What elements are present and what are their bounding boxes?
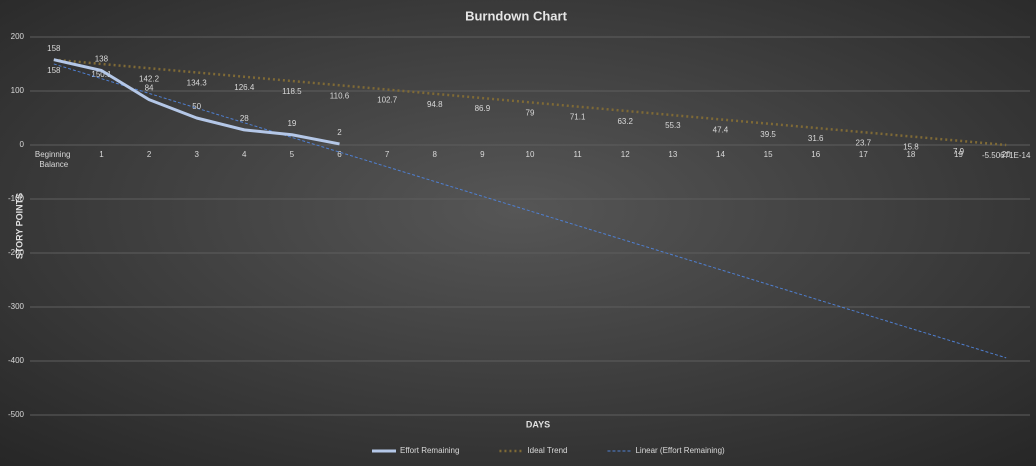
data-label: 7.9 <box>953 147 965 156</box>
x-tick-label: 15 <box>764 150 773 159</box>
legend-label: Linear (Effort Remaining) <box>635 446 725 455</box>
data-label: 102.7 <box>377 96 398 105</box>
y-tick-label: -200 <box>8 248 25 257</box>
y-tick-label: -300 <box>8 302 25 311</box>
y-axis-label: STORY POINTS <box>14 193 24 259</box>
y-tick-label: 100 <box>11 86 25 95</box>
series-line <box>53 63 1007 359</box>
data-label: 31.6 <box>808 134 824 143</box>
y-tick-label: -500 <box>8 410 25 419</box>
legend: Effort Remaining Ideal Trend Linear (Effor… <box>372 446 725 455</box>
y-tick-label: -400 <box>8 356 25 365</box>
x-tick-label: 9 <box>480 150 485 159</box>
x-tick-label: 6 <box>337 150 342 159</box>
data-label: 110.6 <box>330 91 350 100</box>
series-line <box>53 58 340 146</box>
data-label: 86.9 <box>475 104 491 113</box>
data-label: 142.2 <box>139 74 160 83</box>
legend-label: Ideal Trend <box>527 446 567 455</box>
data-label: 47.4 <box>713 126 729 135</box>
x-tick-label: 16 <box>811 150 820 159</box>
x-tick-label: 20 <box>1002 150 1011 159</box>
data-label: 126.4 <box>234 83 255 92</box>
x-tick-label: 18 <box>906 150 915 159</box>
x-axis-label: DAYS <box>526 419 550 429</box>
data-label: 94.8 <box>427 100 443 109</box>
x-tick-label: 19 <box>954 150 963 159</box>
x-tick-label: 3 <box>194 150 199 159</box>
data-label: 150.1 <box>91 70 112 79</box>
x-tick-label: 4 <box>242 150 247 159</box>
data-label: 79 <box>526 108 535 117</box>
x-tick-label: 10 <box>526 150 535 159</box>
data-label: 158 <box>47 44 61 53</box>
data-label: 15.8 <box>903 143 919 152</box>
x-tick-label: 11 <box>573 150 582 159</box>
data-label: 55.3 <box>665 121 681 130</box>
x-tick-label: 1 <box>99 150 104 159</box>
y-tick-label: 0 <box>20 140 25 149</box>
data-label: -5.50671E-14 <box>982 151 1031 160</box>
x-tick-label: 5 <box>290 150 295 159</box>
series-line <box>53 58 1007 147</box>
data-label: 63.2 <box>617 117 633 126</box>
x-tick-label: 8 <box>433 150 438 159</box>
data-label: 158 <box>47 66 61 75</box>
data-label: 28 <box>240 114 249 123</box>
y-tick-label: 200 <box>11 32 25 41</box>
y-tick-label: -100 <box>8 194 25 203</box>
data-label: 2 <box>337 128 342 137</box>
data-label: 71.1 <box>570 113 586 122</box>
data-label: 23.7 <box>856 138 872 147</box>
data-label: 138 <box>95 55 109 64</box>
data-label: 118.5 <box>282 87 302 96</box>
x-tick-label: 7 <box>385 150 390 159</box>
x-tick-label: 12 <box>621 150 630 159</box>
legend-label: Effort Remaining <box>400 446 459 455</box>
x-tick-label: 17 <box>859 150 868 159</box>
x-tick-label: Beginning Balance <box>35 150 73 169</box>
x-tick-label: 14 <box>716 150 725 159</box>
x-tick-label: 13 <box>668 150 677 159</box>
data-label: 19 <box>287 119 296 128</box>
data-label: 39.5 <box>760 130 776 139</box>
data-label: 134.3 <box>187 79 208 88</box>
x-tick-label: 2 <box>147 150 152 159</box>
data-label: 84 <box>145 84 154 93</box>
data-label: 50 <box>192 102 201 111</box>
chart-title: Burndown Chart <box>465 8 567 23</box>
